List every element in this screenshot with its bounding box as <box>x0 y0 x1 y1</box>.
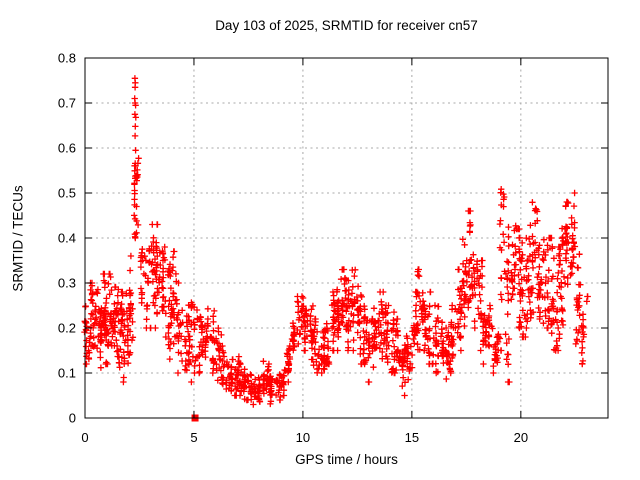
y-tick-label: 0.1 <box>58 366 76 381</box>
y-tick-label: 0.7 <box>58 96 76 111</box>
axis-ticks <box>84 57 608 419</box>
tick-labels: 0 5 10 15 20 0 0.1 0.2 0.3 0.4 0.5 0.6 0.7 0.8 <box>58 51 528 446</box>
x-tick-label: 15 <box>405 430 419 445</box>
y-tick-label: 0.5 <box>58 186 76 201</box>
y-tick-label: 0.3 <box>58 276 76 291</box>
x-tick-label: 10 <box>296 430 310 445</box>
scatter-series-srmtid <box>81 75 591 408</box>
x-tick-label: 0 <box>81 430 88 445</box>
x-tick-label: 5 <box>190 430 197 445</box>
y-axis-label: SRMTID / TECUs <box>10 185 26 292</box>
y-tick-label: 0.2 <box>58 321 76 336</box>
y-tick-label: 0.8 <box>58 51 76 66</box>
x-axis-label: GPS time / hours <box>295 452 398 467</box>
y-tick-label: 0.4 <box>58 231 76 246</box>
x-tick-label: 20 <box>514 430 528 445</box>
y-tick-label: 0.6 <box>58 141 76 156</box>
chart-title: Day 103 of 2025, SRMTID for receiver cn5… <box>215 18 478 33</box>
y-tick-label: 0 <box>69 411 76 426</box>
